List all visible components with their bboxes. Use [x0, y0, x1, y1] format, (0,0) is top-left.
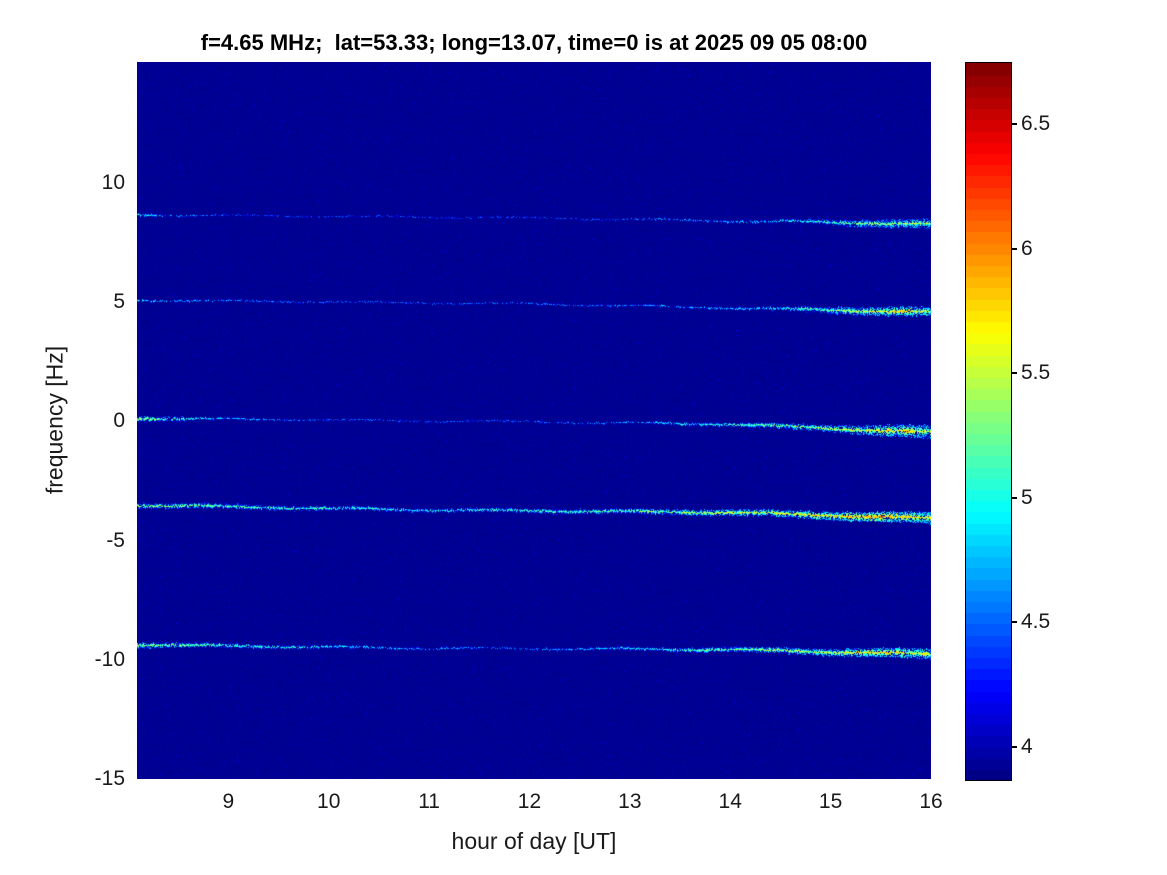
y-tick-label: -15	[94, 767, 125, 790]
y-tick-label: 10	[101, 170, 125, 194]
plot-area	[137, 62, 931, 779]
x-tick-label: 13	[618, 790, 642, 813]
colorbar-tick-label: 4.5	[1021, 610, 1051, 634]
colorbar	[965, 62, 1012, 781]
spectrogram-canvas	[137, 62, 931, 779]
x-tick-label: 15	[818, 790, 843, 813]
y-tick-label: 5	[113, 290, 125, 314]
y-tick-label: -5	[106, 528, 125, 552]
colorbar-tick-mark	[1011, 372, 1017, 375]
colorbar-tick-label: 6	[1021, 236, 1033, 260]
chart-title: f=4.65 MHz; lat=53.33; long=13.07, time=…	[200, 30, 868, 55]
colorbar-tick-mark	[1011, 496, 1017, 499]
y-tick-label: 0	[113, 409, 125, 433]
colorbar-tick-label: 6.5	[1021, 112, 1051, 136]
x-axis-label: hour of day [UT]	[451, 828, 617, 854]
x-tick-label: 9	[222, 790, 235, 813]
colorbar-tick-label: 5	[1021, 485, 1033, 509]
x-tick-label: 14	[718, 790, 742, 813]
colorbar-canvas	[966, 63, 1011, 780]
colorbar-tick-mark	[1011, 247, 1017, 250]
x-tick-label: 12	[517, 790, 542, 813]
x-tick-label: 16	[919, 790, 943, 813]
colorbar-tick-mark	[1011, 621, 1017, 624]
x-tick-label: 10	[317, 790, 341, 813]
colorbar-tick-label: 4	[1021, 734, 1033, 758]
colorbar-tick-mark	[1011, 745, 1017, 748]
colorbar-tick-mark	[1011, 123, 1017, 126]
y-tick-label: -10	[94, 647, 125, 671]
x-tick-label: 11	[418, 790, 440, 813]
colorbar-tick-label: 5.5	[1021, 361, 1051, 385]
